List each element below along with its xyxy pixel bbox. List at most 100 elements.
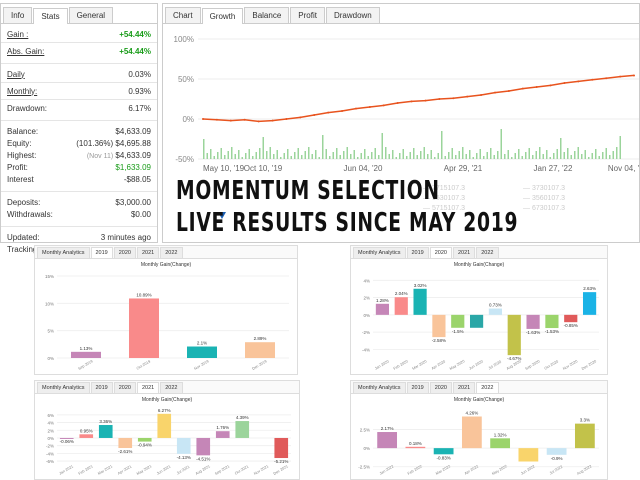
tab-2020[interactable]: 2020	[113, 382, 136, 393]
abs-gain-value: +54.44%	[119, 46, 151, 56]
withdrawals-row: Withdrawals: $0.00	[1, 208, 157, 220]
tab-monthly-analytics[interactable]: Monthly Analytics	[353, 382, 406, 393]
trade-bar	[605, 148, 607, 159]
tab-general[interactable]: General	[68, 7, 114, 23]
bar	[574, 423, 595, 449]
tab-2022[interactable]: 2022	[476, 247, 499, 258]
bar-data-label: 1.76%	[216, 425, 229, 430]
x-tick-label: Apr 2020	[431, 360, 446, 371]
growth-point	[299, 116, 302, 119]
trade-bar	[472, 157, 474, 159]
growth-point	[229, 119, 232, 122]
x-tick-label: Nov 2020	[562, 359, 578, 371]
tab-2020[interactable]: 2020	[113, 247, 136, 258]
deposits-label: Deposits:	[7, 197, 41, 207]
monthly-tabs: Monthly Analytics 2019 2020 2021 2022	[35, 246, 297, 259]
tab-2021[interactable]: 2021	[453, 247, 476, 258]
tab-2019[interactable]: 2019	[406, 247, 429, 258]
tab-2020[interactable]: 2020	[429, 247, 452, 258]
tab-growth[interactable]: Growth	[201, 8, 244, 24]
tab-monthly-analytics[interactable]: Monthly Analytics	[37, 382, 90, 393]
equity-value: $4,695.88	[115, 138, 151, 148]
x-tick-label: May 2020	[449, 359, 465, 371]
x-tick-label: Dec 2021	[273, 464, 289, 476]
y-tick-label: 2%	[363, 296, 370, 301]
y-tick-label: -6%	[46, 459, 54, 464]
tab-2019[interactable]: 2019	[90, 247, 113, 258]
y-tick-label: 4%	[363, 278, 370, 283]
tab-2021[interactable]: 2021	[137, 247, 160, 258]
bar-data-label: 4.39%	[236, 415, 249, 420]
tab-chart[interactable]: Chart	[165, 7, 201, 23]
trade-bar	[210, 149, 212, 159]
growth-point	[591, 78, 594, 81]
growth-point	[313, 114, 316, 116]
bar	[71, 351, 101, 358]
trade-bar	[245, 153, 247, 159]
tab-monthly-analytics[interactable]: Monthly Analytics	[37, 247, 90, 258]
x-tick-label: Oct 2020	[544, 360, 559, 371]
trade-bar	[378, 155, 380, 159]
trade-bar	[577, 147, 579, 159]
tab-2019[interactable]: 2019	[90, 382, 113, 393]
tab-2021[interactable]: 2021	[137, 382, 160, 393]
y-tick-label: -4%	[46, 451, 54, 456]
tab-2019[interactable]: 2019	[406, 382, 429, 393]
tab-2022[interactable]: 2022	[476, 382, 499, 393]
abs-gain-label: Abs. Gain:	[7, 46, 45, 56]
trade-bar	[581, 154, 583, 159]
bar-data-label: -0.9%	[551, 456, 563, 461]
x-tick-label: Sep 2020	[525, 359, 541, 371]
trade-bar	[521, 156, 523, 159]
bar	[488, 308, 503, 315]
balance-value: $4,633.09	[115, 126, 151, 136]
profit-row: Profit: $1,633.09	[1, 161, 157, 173]
trade-bar	[248, 149, 250, 159]
tab-info[interactable]: Info	[3, 7, 33, 23]
x-tick-label: Nov 2019	[193, 359, 209, 371]
monthly-analytics-2022: Monthly Analytics 2019 2020 2021 2022 Monthly…	[350, 380, 608, 480]
tab-2022[interactable]: 2022	[160, 382, 183, 393]
tab-drawdown[interactable]: Drawdown	[325, 7, 380, 23]
x-tick-label: Feb 2022	[407, 464, 423, 475]
trade-bar	[311, 154, 313, 159]
highest-label: Highest:	[7, 150, 37, 160]
y-tick-label: 15%	[45, 274, 54, 279]
equity-row: Equity: (101.36%) $4,695.88	[1, 137, 157, 149]
bar	[187, 346, 217, 358]
x-tick-label: Mar 2021	[97, 464, 113, 475]
x-tick-label: Nov 04, '22	[608, 164, 639, 173]
monthly-analytics-2020: Monthly Analytics 2019 2020 2021 2022 Monthly…	[350, 245, 608, 375]
tab-monthly-analytics[interactable]: Monthly Analytics	[353, 247, 406, 258]
stats-tabs: Info Stats General	[1, 4, 157, 24]
y-tick-label: -4%	[362, 347, 370, 352]
y-tick-label: 5%	[47, 329, 54, 334]
trade-bar	[332, 152, 334, 159]
tab-2022[interactable]: 2022	[160, 247, 183, 258]
growth-point	[521, 87, 524, 90]
gain-value: +54.44%	[119, 29, 151, 39]
bar-data-label: 2.89%	[254, 336, 267, 341]
bar-data-label: -4.51%	[196, 456, 210, 461]
bar	[375, 303, 390, 315]
interest-label: Interest	[7, 174, 34, 184]
trade-bar	[262, 137, 264, 159]
trade-bar	[392, 150, 394, 159]
tab-2021[interactable]: 2021	[453, 382, 476, 393]
bar	[582, 292, 597, 315]
trade-bar	[395, 157, 397, 159]
y-tick-label: -50%	[175, 155, 194, 164]
bar-data-label: -0.85%	[564, 323, 578, 328]
tab-balance[interactable]: Balance	[244, 7, 290, 23]
trade-bar	[315, 150, 317, 159]
tab-stats[interactable]: Stats	[33, 8, 68, 24]
y-tick-label: 2.5%	[360, 428, 370, 433]
growth-point	[410, 100, 413, 103]
trade-bar	[350, 154, 352, 159]
trade-bar	[427, 154, 429, 159]
bar	[394, 297, 408, 315]
tab-2020[interactable]: 2020	[429, 382, 452, 393]
withdrawals-value: $0.00	[130, 209, 151, 219]
tab-profit[interactable]: Profit	[290, 7, 325, 23]
growth-point	[382, 104, 385, 107]
